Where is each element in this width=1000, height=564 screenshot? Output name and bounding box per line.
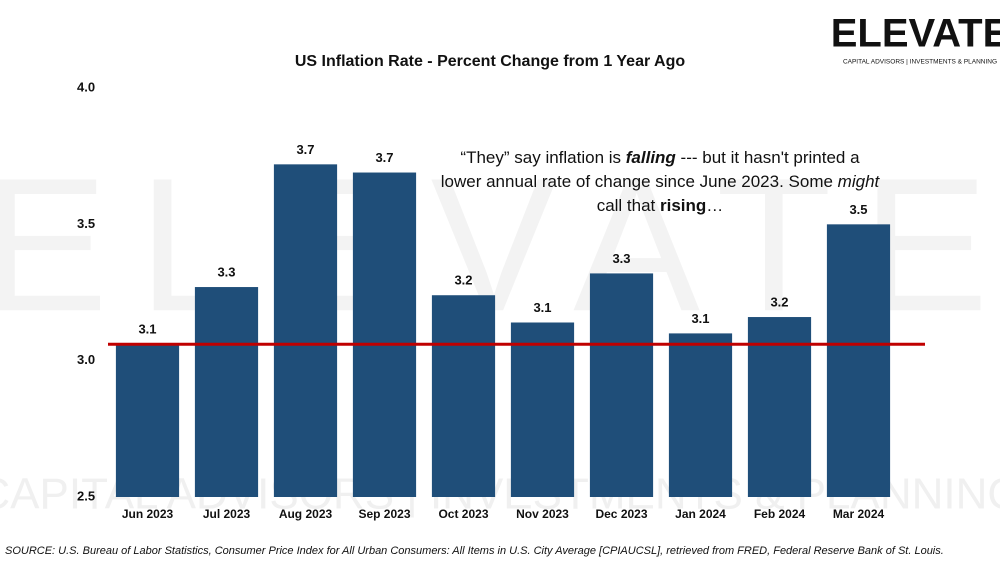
data-label: 3.3: [612, 251, 630, 266]
x-tick-label: Nov 2023: [516, 507, 569, 521]
bar: [352, 172, 417, 497]
annotation-text: --- but it hasn't printed a lower annual…: [440, 148, 860, 191]
source: SOURCE: U.S. Bureau of Labor Statistics,…: [5, 545, 944, 557]
data-label: 3.7: [296, 142, 314, 157]
annotation-text: might: [837, 172, 880, 191]
x-tick-label: Oct 2023: [438, 507, 488, 521]
annotation: “They” say inflation is falling --- but …: [440, 146, 880, 218]
y-tick-label: 3.0: [77, 352, 95, 367]
bar: [589, 273, 654, 497]
bar: [826, 224, 891, 498]
x-tick-label: Jun 2023: [122, 507, 174, 521]
annotation-text: rising: [660, 196, 707, 215]
data-label: 3.1: [138, 322, 156, 337]
annotation-text: “They” say inflation is: [460, 148, 626, 167]
bar: [273, 164, 338, 497]
x-tick-label: Feb 2024: [754, 507, 806, 521]
bar: [115, 344, 180, 497]
x-tick-label: Jan 2024: [675, 507, 726, 521]
data-label: 3.7: [375, 150, 393, 165]
bar: [194, 287, 259, 497]
logo-tagline: CAPITAL ADVISORS | INVESTMENTS & PLANNIN…: [843, 59, 997, 66]
bar: [431, 295, 496, 497]
x-tick-label: Jul 2023: [203, 507, 251, 521]
chart-title: US Inflation Rate - Percent Change from …: [295, 53, 686, 70]
data-label: 3.1: [533, 300, 551, 315]
y-tick-label: 2.5: [77, 488, 95, 503]
x-tick-label: Dec 2023: [595, 507, 647, 521]
annotation-text: call that: [596, 196, 660, 215]
y-tick-label: 3.5: [77, 216, 95, 231]
bar: [510, 322, 575, 497]
data-label: 3.2: [454, 273, 472, 288]
logo-name: ELEVATE: [831, 12, 1000, 56]
bar: [668, 333, 733, 497]
y-tick-label: 4.0: [77, 79, 95, 94]
data-label: 3.2: [770, 294, 788, 309]
x-tick-label: Mar 2024: [833, 507, 885, 521]
data-label: 3.1: [691, 311, 709, 326]
x-tick-label: Aug 2023: [279, 507, 333, 521]
x-tick-label: Sep 2023: [358, 507, 410, 521]
annotation-text: falling: [625, 148, 676, 167]
data-label: 3.3: [217, 264, 235, 279]
bar: [747, 317, 812, 497]
data-label: 3.5: [849, 202, 867, 217]
annotation-text: …: [706, 196, 724, 215]
